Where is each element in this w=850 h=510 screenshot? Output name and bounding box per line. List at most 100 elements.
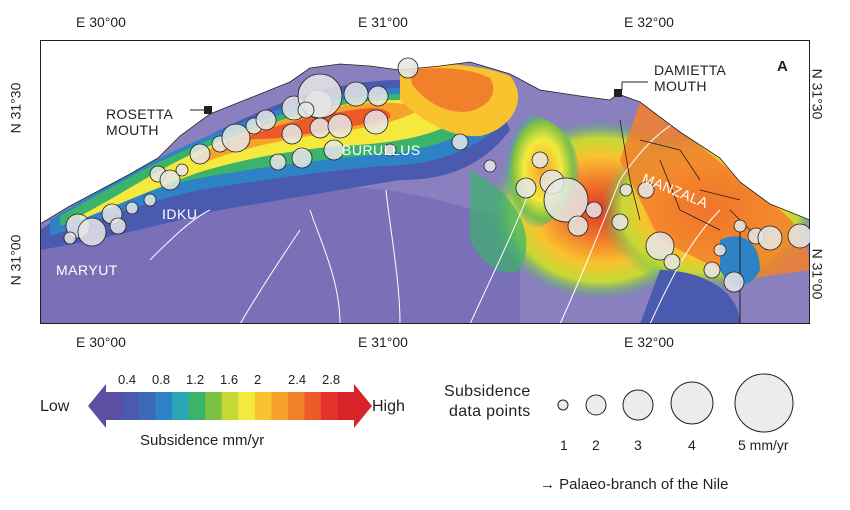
scale-cell (172, 392, 190, 420)
subsidence-data-point (383, 143, 397, 157)
subsidence-data-point (611, 213, 629, 231)
circle-4mm (670, 381, 714, 425)
subsidence-data-point (787, 223, 810, 249)
subsidence-data-point (645, 231, 675, 261)
arrow-icon: → (540, 476, 560, 493)
scale-cell (106, 392, 124, 420)
maryut-label: MARYUT (56, 262, 118, 278)
subsidence-data-point (175, 163, 189, 177)
subsidence-data-point (531, 151, 549, 169)
subsidence-data-point (397, 57, 419, 79)
rosetta-mouth-marker (204, 106, 212, 114)
subsidence-data-point (515, 177, 537, 199)
subsidence-data-point (281, 123, 303, 145)
scale-tick-label: 2 (254, 372, 262, 387)
scale-cell (304, 392, 322, 420)
subsidence-data-point (77, 217, 107, 247)
subsidence-data-point (125, 201, 139, 215)
low-arrow-icon (88, 384, 106, 428)
subsidence-data-point (367, 85, 389, 107)
subsidence-data-point (703, 261, 721, 279)
circle-label-4: 4 (688, 437, 696, 453)
subsidence-data-point (297, 101, 315, 119)
subsidence-data-point (255, 109, 277, 131)
subsidence-data-point (567, 215, 589, 237)
scale-cell (287, 392, 305, 420)
subsidence-data-point (723, 271, 745, 293)
scale-cell (271, 392, 289, 420)
damietta-mouth-label: DAMIETTA MOUTH (654, 62, 727, 94)
circle-5mm (734, 373, 794, 433)
circle-label-2: 2 (592, 437, 600, 453)
subsidence-data-point (363, 109, 389, 135)
subsidence-data-point (291, 147, 313, 169)
subsidence-data-point (189, 143, 211, 165)
scale-cell (122, 392, 140, 420)
subsidence-data-point (269, 153, 287, 171)
scale-cell (238, 392, 256, 420)
subsidence-data-point (663, 253, 681, 271)
subsidence-data-point (483, 159, 497, 173)
lon-tick-bottom-30: E 30°00 (76, 334, 126, 350)
scale-tick-label: 2.4 (288, 372, 307, 387)
lon-tick-top-32: E 32°00 (624, 14, 674, 30)
legend-low-label: Low (40, 398, 70, 415)
scale-tick-label: 2.8 (322, 372, 341, 387)
subsidence-data-point (713, 243, 727, 257)
scale-tick-label: 0.4 (118, 372, 137, 387)
rosetta-mouth-label: ROSETTA MOUTH (106, 106, 174, 138)
subsidence-data-point (109, 217, 127, 235)
scale-tick-label: 1.6 (220, 372, 239, 387)
circle-label-5: 5 mm/yr (738, 437, 789, 453)
scale-cell (205, 392, 223, 420)
lat-tick-right-3100: N 31°00 (809, 248, 826, 300)
subsidence-data-point (323, 139, 345, 161)
scale-tick-label: 0.8 (152, 372, 171, 387)
idku-label: IDKU (162, 206, 198, 222)
subsidence-data-point (343, 81, 369, 107)
scale-cell (221, 392, 239, 420)
high-arrow-icon (354, 384, 372, 428)
subsidence-data-point (221, 123, 251, 153)
subsidence-data-point (637, 181, 655, 199)
lon-tick-top-30: E 30°00 (76, 14, 126, 30)
subsidence-data-point (159, 169, 181, 191)
subsidence-data-points (63, 57, 810, 293)
palaeo-branch-note: → Palaeo-branch of the Nile (540, 476, 729, 493)
subsidence-color-scale (88, 384, 372, 428)
subsidence-map (40, 40, 810, 324)
scale-cell (320, 392, 338, 420)
scale-cell (188, 392, 206, 420)
damietta-mouth-marker (614, 89, 622, 97)
subsidence-data-point (543, 177, 589, 223)
lat-tick-left-3130: N 31°30 (7, 82, 24, 134)
lat-tick-left-3100: N 31°00 (7, 234, 24, 286)
scale-cell (254, 392, 272, 420)
subsidence-data-point (619, 183, 633, 197)
scale-tick-label: 1.2 (186, 372, 205, 387)
scale-cell (155, 392, 173, 420)
circle-label-1: 1 (560, 437, 568, 453)
subsidence-data-point (585, 201, 603, 219)
burullus-label: BURULLUS (342, 142, 421, 158)
legend-high-label: High (372, 398, 405, 415)
circle-label-3: 3 (634, 437, 642, 453)
circle-1mm (557, 399, 569, 411)
color-scale-title: Subsidence mm/yr (140, 432, 265, 449)
subsidence-data-point (327, 113, 353, 139)
subsidence-data-point (757, 225, 783, 251)
lon-tick-bottom-32: E 32°00 (624, 334, 674, 350)
circle-size-legend (557, 373, 794, 433)
data-points-title: Subsidence data points (444, 383, 531, 420)
subsidence-data-point (63, 231, 77, 245)
subsidence-data-point (143, 193, 157, 207)
lon-tick-bottom-31: E 31°00 (358, 334, 408, 350)
circle-3mm (622, 389, 654, 421)
scale-cell (139, 392, 157, 420)
lat-tick-right-3130: N 31°30 (809, 68, 826, 120)
north-arrow-icon: A (777, 58, 788, 75)
circle-2mm (585, 394, 607, 416)
scale-cell (337, 392, 355, 420)
subsidence-data-point (451, 133, 469, 151)
lon-tick-top-31: E 31°00 (358, 14, 408, 30)
